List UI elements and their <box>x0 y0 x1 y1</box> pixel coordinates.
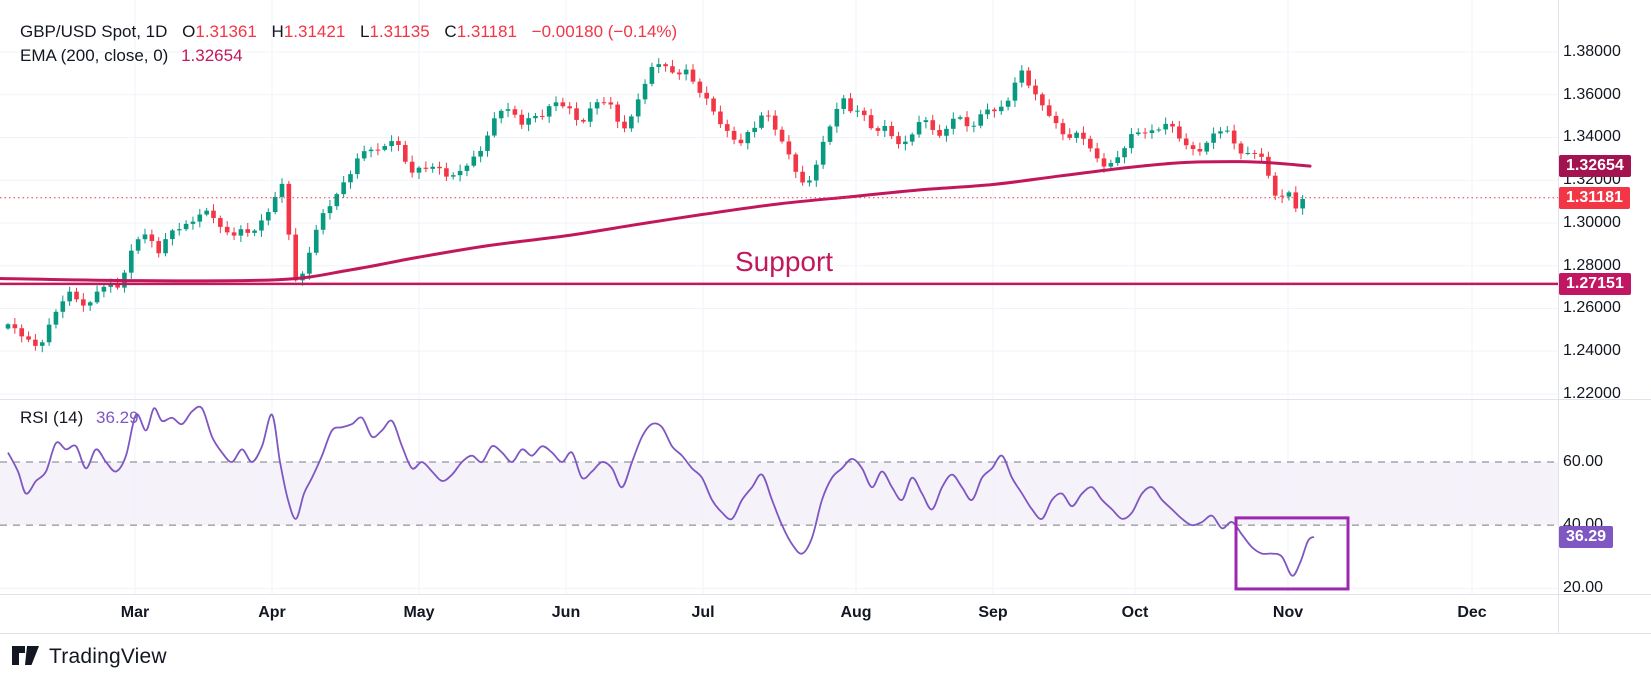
month-label-jun: Jun <box>551 604 581 621</box>
ema-value: 1.32654 <box>181 46 243 65</box>
footer-separator <box>0 633 1651 634</box>
month-label-jul: Jul <box>691 604 715 621</box>
symbol-legend-row[interactable]: GBP/USD Spot, 1D O1.31361 H1.31421 L1.31… <box>20 22 677 42</box>
rsi-line <box>7 405 1315 577</box>
symbol-title[interactable]: GBP/USD Spot, 1D <box>20 22 168 41</box>
rsi-chart-panel[interactable] <box>0 400 1558 594</box>
rsi-label[interactable]: RSI (14) <box>20 408 84 427</box>
tradingview-logo[interactable]: TradingView <box>12 645 167 669</box>
support-annotation-label[interactable]: Support <box>735 246 834 277</box>
price-tick-label: 1.34000 <box>1563 128 1621 146</box>
open-value: 1.31361 <box>195 22 257 41</box>
rsi-highlight-rectangle[interactable] <box>1234 516 1350 591</box>
month-label-aug: Aug <box>840 604 872 621</box>
price-tick-label: 1.36000 <box>1563 85 1621 103</box>
rsi-legend-row[interactable]: RSI (14) 36.29 <box>20 408 139 428</box>
price-badge-ema: 1.32654 <box>1559 155 1631 178</box>
open-label: O <box>182 22 196 41</box>
price-badge-last: 1.31181 <box>1559 186 1630 209</box>
month-label-nov: Nov <box>1272 604 1304 621</box>
price-tick-label: 1.24000 <box>1563 342 1621 360</box>
change-value: −0.00180 (−0.14%) <box>531 22 678 41</box>
ema-legend-row[interactable]: EMA (200, close, 0) 1.32654 <box>20 46 243 66</box>
price-tick-label: 1.28000 <box>1563 256 1621 274</box>
ema-label[interactable]: EMA (200, close, 0) <box>20 46 169 65</box>
month-label-may: May <box>403 604 435 621</box>
time-axis-separator <box>0 594 1651 595</box>
tradingview-logo-text: TradingView <box>49 645 167 668</box>
price-tick-label: 1.22000 <box>1563 384 1621 402</box>
price-badge-support: 1.27151 <box>1559 272 1631 295</box>
month-label-mar: Mar <box>120 604 150 621</box>
price-tick-label: 1.38000 <box>1563 43 1621 60</box>
month-label-sep: Sep <box>978 604 1008 621</box>
price-axis-border <box>1558 0 1559 633</box>
low-value: 1.31135 <box>369 22 430 41</box>
month-label-dec: Dec <box>1457 604 1487 621</box>
price-tick-label: 1.26000 <box>1563 299 1621 317</box>
rsi-badge: 36.29 <box>1559 525 1614 548</box>
close-value: 1.31181 <box>456 22 517 41</box>
rsi-tick-label: 20.00 <box>1563 579 1604 597</box>
high-label: H <box>271 22 284 41</box>
ema-line <box>0 160 1312 283</box>
month-label-oct: Oct <box>1121 604 1149 621</box>
month-label-apr: Apr <box>258 604 286 621</box>
price-tick-label: 1.30000 <box>1563 213 1621 231</box>
rsi-tick-label: 60.00 <box>1563 453 1604 470</box>
panel-separator[interactable] <box>0 399 1651 400</box>
tradingview-logo-icon <box>12 646 39 665</box>
rsi-value: 36.29 <box>96 408 139 427</box>
price-chart-panel[interactable] <box>0 0 1558 399</box>
low-label: L <box>360 22 370 41</box>
close-label: C <box>444 22 457 41</box>
high-value: 1.31421 <box>283 22 346 41</box>
